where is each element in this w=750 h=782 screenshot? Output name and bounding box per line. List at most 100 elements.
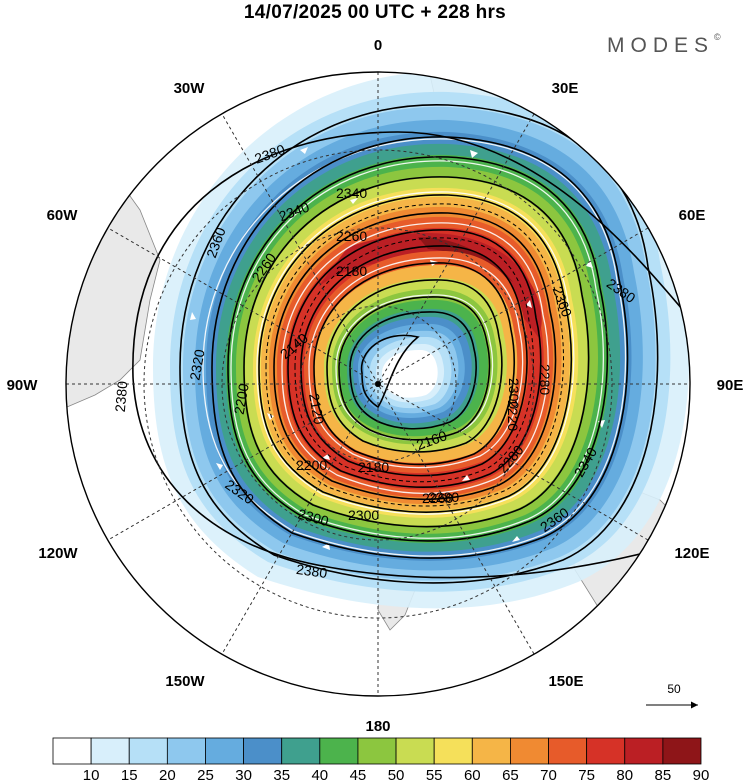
contour-2280 bbox=[258, 194, 573, 513]
contour-dashed bbox=[294, 237, 534, 483]
map-disc bbox=[66, 72, 690, 696]
colorbar-tick-label: 65 bbox=[502, 767, 519, 782]
wind-arrowhead bbox=[512, 536, 520, 542]
meridian-label-60w: 60W bbox=[47, 207, 79, 224]
contour-label: 2200 bbox=[296, 457, 327, 473]
contour-label: 2120 bbox=[306, 392, 327, 426]
colorbar-tick-label: 90 bbox=[693, 767, 710, 782]
contour-label: 2280 bbox=[537, 364, 553, 395]
wind-streamline bbox=[308, 257, 524, 469]
meridian-label-90e: 90E bbox=[717, 377, 744, 394]
contour-2340 bbox=[211, 136, 629, 559]
meridian-label-120e: 120E bbox=[674, 545, 709, 562]
modes-logo: MODES© bbox=[607, 32, 721, 58]
meridian-label-180: 180 bbox=[365, 718, 390, 735]
colorbar-swatch bbox=[662, 737, 702, 765]
meridian-label-150e: 150E bbox=[548, 673, 583, 690]
wind-arrowhead bbox=[586, 260, 593, 268]
reference-vector-label: 50 bbox=[667, 682, 681, 696]
colorbar-swatch bbox=[319, 737, 359, 765]
contour-label: 2380 bbox=[112, 380, 131, 413]
wind-streamline bbox=[230, 160, 605, 539]
meridian-label-120w: 120W bbox=[38, 545, 78, 562]
south-pole-dot bbox=[375, 381, 381, 387]
colorbar-swatch bbox=[548, 737, 588, 765]
meridian-label-150w: 150W bbox=[165, 673, 205, 690]
shade-85-jet bbox=[418, 237, 513, 282]
colorbar-tick-label: 55 bbox=[426, 767, 443, 782]
map-title: 14/07/2025 00 UTC + 228 hrs bbox=[243, 2, 507, 23]
colorbar-tick-label: 75 bbox=[578, 767, 595, 782]
logo-text: MODES bbox=[607, 34, 715, 57]
contour-2140 bbox=[349, 311, 477, 430]
contour-2320 bbox=[227, 156, 609, 542]
wind-arrowhead bbox=[190, 312, 196, 320]
contour-label: 2260 bbox=[422, 490, 453, 506]
colorbar-swatch bbox=[471, 737, 511, 765]
contour-2120 bbox=[360, 334, 420, 409]
colorbar-tick-label: 60 bbox=[464, 767, 481, 782]
colorbar-swatch bbox=[205, 737, 244, 765]
contour-label: 2300 bbox=[506, 378, 522, 409]
contour-2240 bbox=[287, 229, 542, 488]
map-border bbox=[65, 71, 691, 697]
contour-label: 2200 bbox=[231, 382, 252, 416]
meridian-label-60e: 60E bbox=[679, 207, 706, 224]
contour-label: 2320 bbox=[186, 348, 207, 382]
colorbar-tick-label: 25 bbox=[197, 767, 214, 782]
colorbar-swatch bbox=[52, 737, 92, 765]
colorbar-tick-label: 85 bbox=[655, 767, 672, 782]
meridian-label-30w: 30W bbox=[174, 80, 206, 97]
colorbar: 10 15 20 25 30 35 40 45 50 55 60 65 70 75 80 85 90 bbox=[52, 737, 710, 782]
contour-2260 bbox=[273, 212, 557, 501]
colorbar-swatch bbox=[166, 737, 206, 765]
colorbar-swatch bbox=[357, 737, 397, 765]
colorbar-swatch bbox=[281, 737, 321, 765]
contour-label: 2280 bbox=[428, 489, 459, 505]
colorbar-tick-label: 45 bbox=[350, 767, 367, 782]
colorbar-tick-label: 15 bbox=[121, 767, 138, 782]
meridian-label-90w: 90W bbox=[7, 377, 39, 394]
colorbar-tick-label: 40 bbox=[311, 767, 328, 782]
contour-2220 bbox=[300, 245, 528, 477]
contour-label: 2180 bbox=[336, 263, 367, 279]
wind-streamline bbox=[256, 191, 575, 515]
meridian-line-120e-60w bbox=[107, 227, 649, 541]
contour-2160 bbox=[338, 296, 491, 441]
reference-vector: 50 bbox=[646, 682, 698, 709]
wind-arrowhead bbox=[350, 198, 358, 204]
colorbar-swatch bbox=[395, 737, 435, 765]
contour-label: 2220 bbox=[505, 400, 521, 431]
colorbar-swatch bbox=[433, 737, 473, 765]
wind-arrowhead bbox=[462, 475, 470, 481]
colorbar-tick-label: 50 bbox=[388, 767, 405, 782]
jet-core-dashed-contours bbox=[265, 203, 564, 507]
meridian-line-150e-30w bbox=[221, 113, 535, 655]
colorbar-swatch bbox=[624, 737, 664, 765]
contour-label: 2300 bbox=[296, 506, 330, 530]
contour-label: 2300 bbox=[348, 507, 379, 523]
colorbar-swatch bbox=[586, 737, 626, 765]
wind-arrowhead bbox=[216, 463, 223, 470]
shade-inner-white bbox=[382, 349, 438, 398]
contour-label: 2180 bbox=[358, 459, 389, 475]
colorbar-tick-label: 10 bbox=[83, 767, 100, 782]
colorbar-swatch bbox=[128, 737, 168, 765]
contour-2180 bbox=[326, 279, 503, 453]
colorbar-tick-label: 35 bbox=[273, 767, 290, 782]
wind-arrowheads bbox=[190, 147, 605, 550]
wind-arrowhead bbox=[526, 300, 532, 308]
contour-dashed bbox=[265, 203, 564, 507]
wind-streamline bbox=[281, 222, 549, 494]
meridian-line-30e-150w bbox=[221, 113, 535, 655]
meridian-labels: 0 30E 60E 90E 120E 150E 180 150W 120W 90… bbox=[7, 37, 744, 735]
contour-label: 2340 bbox=[336, 185, 367, 201]
meridian-label-0: 0 bbox=[374, 37, 382, 54]
colorbar-swatch bbox=[243, 737, 283, 765]
contour-2360 bbox=[179, 104, 659, 584]
contour-label: 2380 bbox=[295, 561, 328, 581]
contour-label: 2260 bbox=[336, 228, 367, 244]
contour-2300 bbox=[243, 176, 590, 528]
wind-arrowhead bbox=[267, 413, 274, 420]
